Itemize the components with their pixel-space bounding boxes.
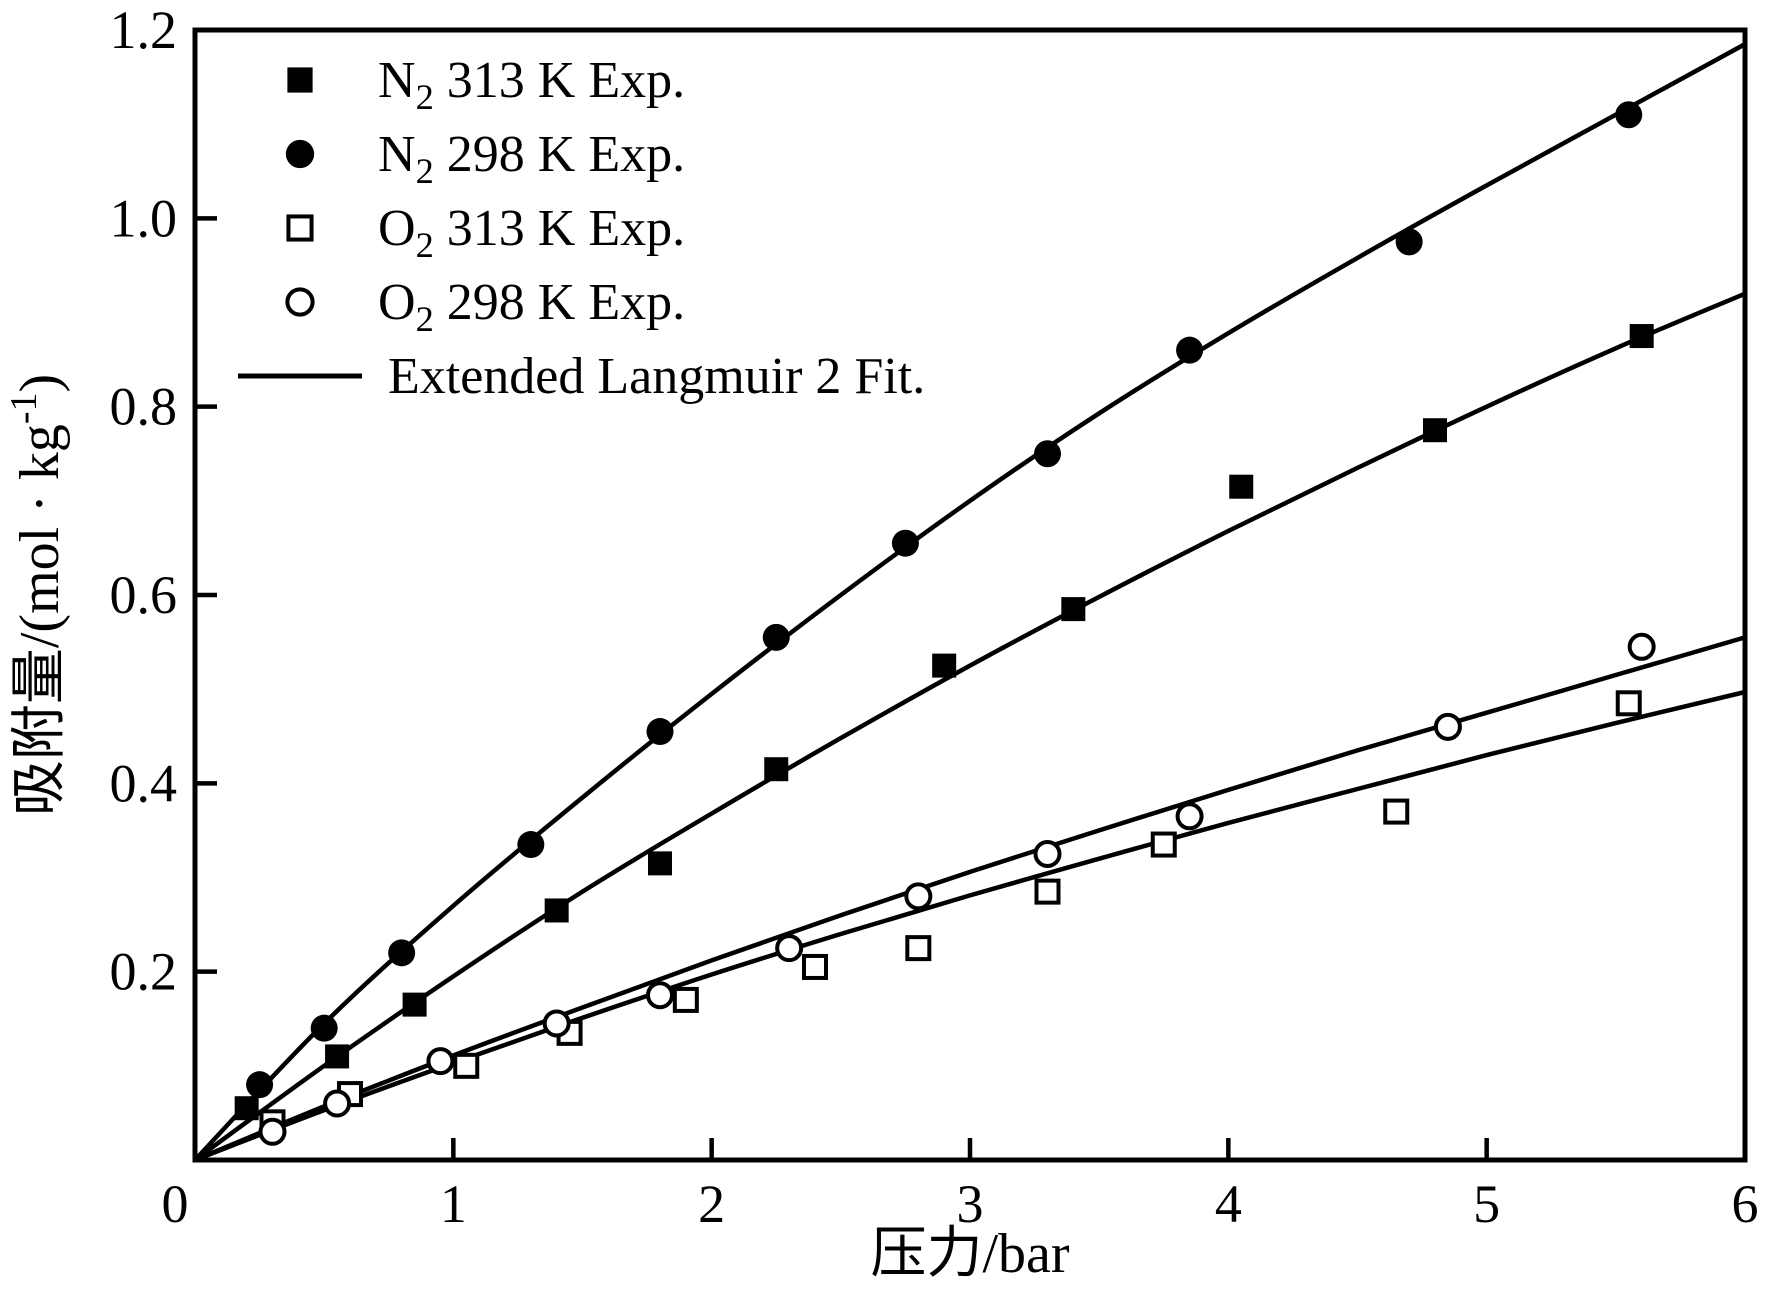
data-point-o2-313-exp <box>1615 690 1642 717</box>
data-point-o2-313-exp <box>905 935 932 962</box>
data-point-o2-298-exp <box>1627 632 1656 661</box>
data-point-o2-298-exp <box>426 1047 455 1076</box>
data-point-n2-298-exp <box>310 1014 338 1042</box>
data-point-o2-313-exp <box>802 953 828 980</box>
data-point-n2-298-exp <box>891 529 919 557</box>
data-point-o2-313-exp <box>453 1052 480 1079</box>
legend-marker-o2-298-exp <box>285 287 315 317</box>
data-point-n2-298-exp <box>762 623 790 651</box>
legend-marker-o2-313-exp <box>286 214 314 242</box>
data-point-n2-313-exp <box>1423 418 1447 443</box>
series-o2-298-exp <box>258 632 1656 1146</box>
data-point-n2-313-exp <box>1629 324 1654 349</box>
y-tick-label: 0.4 <box>110 753 178 813</box>
legend-fit-label: Extended Langmuir 2 Fit. <box>388 348 925 405</box>
data-point-o2-298-exp <box>646 981 674 1010</box>
fit-curve-o2-298-exp <box>194 635 1746 1163</box>
data-point-o2-298-exp <box>775 934 804 963</box>
data-point-n2-298-exp <box>1034 440 1061 468</box>
data-point-n2-298-exp <box>1395 228 1423 256</box>
data-point-o2-313-exp <box>672 986 699 1013</box>
plot-frame <box>192 27 1748 1163</box>
legend-marker-n2-298-exp <box>285 139 315 169</box>
data-point-n2-313-exp <box>325 1044 350 1069</box>
data-point-o2-298-exp <box>1175 802 1204 831</box>
legend-label: O2 298 K Exp. <box>378 274 685 339</box>
y-tick-label: 1.2 <box>110 0 178 60</box>
y-tick-label: 0.2 <box>110 942 178 1002</box>
x-tick-label: 5 <box>1473 1174 1500 1234</box>
fit-curve-n2-298-exp <box>193 42 1747 1162</box>
y-tick-label: 0.6 <box>110 565 178 625</box>
x-tick-label: 6 <box>1732 1174 1759 1234</box>
data-point-n2-313-exp <box>932 653 957 678</box>
data-point-n2-313-exp <box>764 757 789 782</box>
fit-curve-n2-313-exp <box>193 291 1746 1162</box>
data-point-n2-298-exp <box>517 831 545 859</box>
series-n2-298-exp <box>246 101 1643 1099</box>
y-tick-label: 0.8 <box>110 377 178 437</box>
data-point-n2-298-exp <box>388 939 416 967</box>
y-axis: 0.2 0.4 0.6 0.8 1.0 1.2 <box>110 0 217 1002</box>
series-n2-313-exp <box>234 324 1654 1121</box>
data-point-n2-313-exp <box>648 851 672 876</box>
x-tick-label: 2 <box>698 1174 725 1234</box>
legend-label: O2 313 K Exp. <box>378 200 685 265</box>
legend-label: N2 313 K Exp. <box>378 52 685 117</box>
data-point-o2-298-exp <box>542 1009 571 1038</box>
legend-label: N2 298 K Exp. <box>378 126 685 191</box>
data-point-n2-313-exp <box>1229 474 1254 499</box>
x-tick-label: 4 <box>1215 1174 1242 1234</box>
data-point-o2-298-exp <box>1433 712 1462 741</box>
data-point-n2-298-exp <box>1615 101 1643 129</box>
x-tick-label: 0 <box>162 1174 189 1234</box>
x-tick-label: 3 <box>957 1174 984 1234</box>
data-point-n2-298-exp <box>646 718 674 746</box>
data-point-o2-313-exp <box>1383 798 1410 825</box>
y-tick-label: 1.0 <box>110 188 178 248</box>
data-point-o2-298-exp <box>1033 839 1062 868</box>
data-point-o2-298-exp <box>904 882 933 911</box>
data-point-o2-313-exp <box>1034 878 1061 905</box>
legend: N2 313 K Exp. N2 298 K Exp. O2 313 K Exp. O… <box>238 52 925 405</box>
x-axis-title: 压力/bar <box>870 1223 1069 1285</box>
legend-marker-n2-313-exp <box>287 67 313 93</box>
data-point-o2-313-exp <box>1150 831 1177 858</box>
x-axis: 0 1 2 3 4 5 6 <box>162 1138 1759 1234</box>
data-point-o2-298-exp <box>258 1117 287 1146</box>
fit-curves <box>193 42 1747 1163</box>
series-o2-313-exp <box>259 690 1642 1136</box>
data-point-n2-298-exp <box>1176 336 1204 364</box>
data-point-n2-298-exp <box>246 1071 274 1099</box>
axis-titles: 压力/bar 吸附量/(mol · kg-1) <box>3 374 1070 1285</box>
data-point-n2-313-exp <box>402 992 427 1017</box>
data-point-n2-313-exp <box>1061 597 1086 622</box>
y-axis-title: 吸附量/(mol · kg-1) <box>3 374 71 816</box>
data-point-n2-313-exp <box>544 898 569 923</box>
x-tick-label: 1 <box>440 1174 467 1234</box>
data-point-n2-313-exp <box>234 1096 259 1121</box>
data-point-o2-298-exp <box>323 1089 352 1118</box>
